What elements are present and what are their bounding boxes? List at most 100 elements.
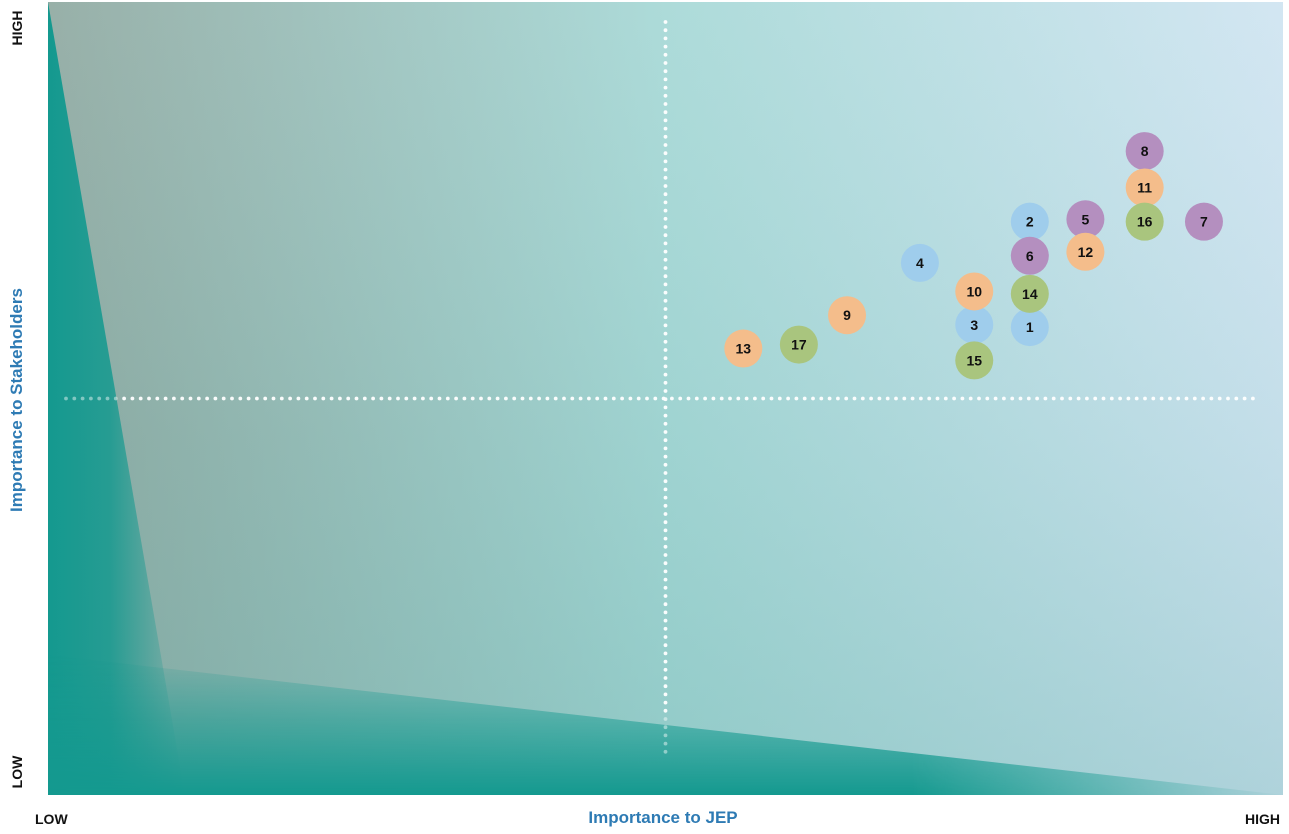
vertical-divider-dot (663, 20, 668, 24)
horizontal-divider-dot (894, 396, 898, 401)
y-axis-high-label: HIGH (9, 10, 25, 46)
horizontal-divider-dot (902, 396, 907, 401)
vertical-divider-dot (663, 585, 668, 590)
y-axis-low-label: LOW (9, 755, 25, 789)
horizontal-divider-dot (1159, 396, 1164, 401)
vertical-divider-dot (663, 471, 668, 475)
horizontal-divider-dot (977, 396, 981, 401)
horizontal-divider-dot (943, 396, 948, 401)
vertical-divider-dot (663, 282, 668, 287)
horizontal-divider-dot (628, 396, 633, 401)
horizontal-divider-dot (205, 396, 210, 401)
horizontal-divider-dot (570, 396, 575, 401)
vertical-divider-dot (663, 126, 668, 131)
horizontal-divider-dot (993, 396, 998, 401)
horizontal-divider-dot (238, 396, 243, 401)
vertical-divider-dot (663, 454, 668, 459)
vertical-divider-dot (663, 110, 668, 115)
horizontal-divider-dot (985, 396, 990, 401)
vertical-divider-dot (663, 307, 668, 311)
horizontal-divider-dot (180, 396, 185, 401)
horizontal-divider-dot (587, 396, 591, 401)
horizontal-divider-dot (1051, 396, 1056, 401)
horizontal-divider-dot (1101, 396, 1106, 401)
vertical-divider-dot (663, 61, 668, 65)
horizontal-divider-dot (736, 396, 741, 401)
point-marker (1066, 200, 1105, 239)
horizontal-divider-dot (703, 396, 707, 401)
horizontal-divider-dot (852, 396, 857, 401)
point-label: 6 (1026, 248, 1034, 264)
vertical-divider-dot (663, 594, 668, 598)
horizontal-divider-dot (213, 396, 218, 401)
horizontal-divider-dot (1234, 396, 1239, 401)
point-17: 17 (779, 325, 818, 364)
horizontal-divider-dot (196, 396, 201, 401)
horizontal-divider-dot (89, 396, 93, 401)
vertical-divider-dot (663, 380, 668, 385)
horizontal-divider-dot (1018, 396, 1023, 401)
horizontal-divider-dot (1085, 396, 1089, 401)
vertical-divider-dot (663, 717, 668, 721)
horizontal-divider-dot (1126, 396, 1131, 401)
horizontal-divider-dot (877, 396, 882, 401)
horizontal-divider-dot (819, 396, 824, 401)
vertical-divider-dot (663, 749, 668, 754)
horizontal-divider-dot (811, 396, 815, 401)
point-label: 9 (843, 307, 851, 323)
horizontal-divider-dot (1068, 396, 1073, 401)
horizontal-divider-dot (462, 396, 467, 401)
point-16: 16 (1125, 202, 1164, 241)
horizontal-divider-dot (371, 396, 375, 401)
horizontal-divider-dot (661, 396, 666, 401)
horizontal-divider-dot (860, 396, 865, 401)
vertical-divider-dot (663, 175, 668, 180)
horizontal-divider-dot (719, 396, 724, 401)
horizontal-divider-dot (188, 396, 193, 401)
horizontal-divider-dot (794, 396, 799, 401)
horizontal-divider-dot (1026, 396, 1031, 401)
horizontal-divider-dot (603, 396, 608, 401)
quadrant-dividers (64, 20, 1255, 754)
vertical-divider-dot (663, 561, 668, 566)
vertical-divider-dot (663, 159, 668, 164)
horizontal-divider-dot (147, 396, 151, 401)
horizontal-divider-dot (304, 396, 309, 401)
vertical-divider-dot (663, 438, 668, 443)
horizontal-divider-dot (1035, 396, 1039, 401)
horizontal-divider-dot (138, 396, 143, 401)
point-14: 14 (1010, 274, 1049, 313)
vertical-divider-dot (663, 676, 668, 680)
point-label: 10 (966, 283, 982, 299)
vertical-divider-dot (663, 733, 668, 738)
vertical-divider-dot (663, 69, 668, 74)
horizontal-divider-dot (412, 396, 417, 401)
horizontal-divider-dot (910, 396, 915, 401)
horizontal-divider-dot (1134, 396, 1139, 401)
horizontal-divider-dot (802, 396, 807, 401)
vertical-divider-dot (663, 577, 668, 582)
vertical-divider-dot (663, 208, 668, 213)
y-axis-title: Importance to Stakeholders (7, 288, 26, 512)
point-11: 11 (1125, 168, 1164, 207)
horizontal-divider-dot (105, 396, 110, 401)
horizontal-divider-dot (445, 396, 450, 401)
vertical-divider-dot (663, 331, 668, 336)
horizontal-divider-dot (1201, 396, 1205, 401)
horizontal-divider-dot (1010, 396, 1015, 401)
point-label: 15 (966, 352, 982, 368)
horizontal-divider-dot (520, 396, 525, 401)
point-marker (1184, 202, 1223, 241)
vertical-divider-dot (663, 405, 668, 410)
vertical-divider-dot (663, 503, 668, 508)
horizontal-divider-dot (487, 396, 492, 401)
point-label: 3 (970, 317, 978, 333)
horizontal-divider-dot (113, 396, 118, 401)
horizontal-divider-dot (421, 396, 425, 401)
horizontal-divider-dot (338, 396, 342, 401)
horizontal-divider-dot (221, 396, 226, 401)
horizontal-divider-dot (1118, 396, 1122, 401)
horizontal-divider-dot (678, 396, 683, 401)
horizontal-divider-dot (869, 396, 873, 401)
vertical-divider-dot (663, 684, 668, 689)
